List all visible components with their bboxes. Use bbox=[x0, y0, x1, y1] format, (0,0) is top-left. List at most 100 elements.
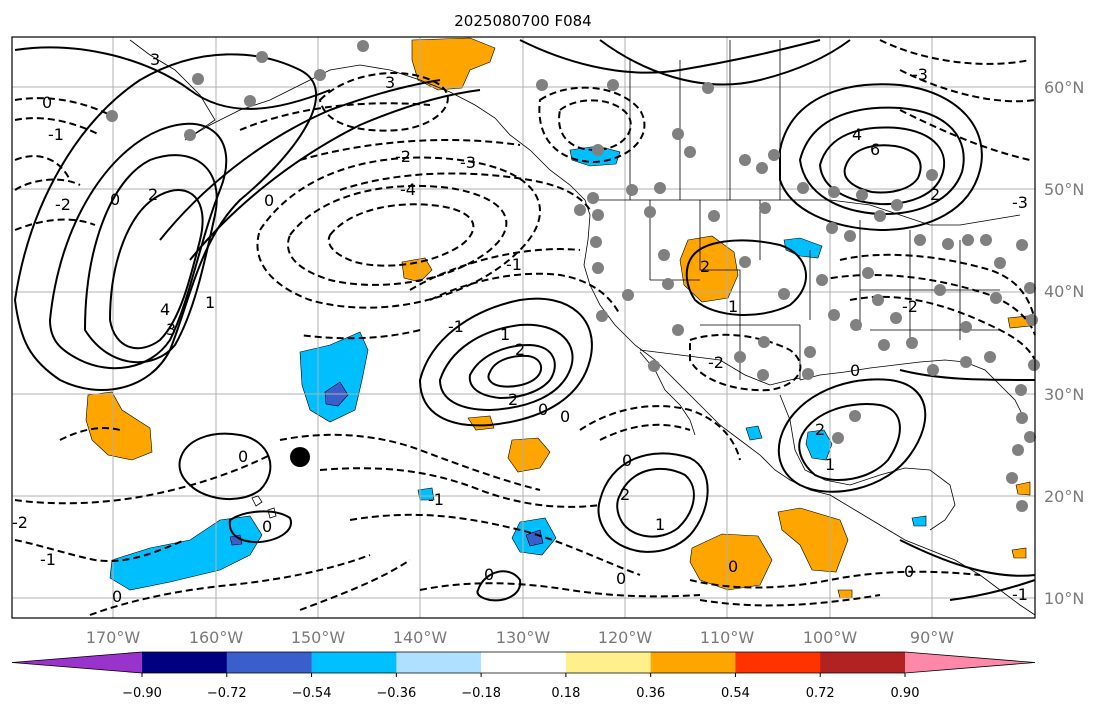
contour-labels: 3 3 3 4 6 4 2 2 2 2 2 2 2 1 1 1 1 1 0 0 … bbox=[12, 50, 1028, 606]
contour-label: 2 bbox=[148, 185, 158, 204]
colorbar-tick-label: −0.90 bbox=[122, 686, 162, 701]
contour-label: 0 bbox=[484, 565, 494, 584]
contour-label: 0 bbox=[262, 517, 272, 536]
contour-label: 1 bbox=[825, 455, 835, 474]
contour-label: 0 bbox=[42, 93, 52, 112]
lon-label: 170°W bbox=[86, 628, 141, 647]
lat-label: 10°N bbox=[1044, 589, 1084, 608]
colorbar-tick-label: −0.72 bbox=[207, 686, 247, 701]
contour-high-gulf-inner bbox=[798, 403, 901, 481]
contour-high-westpac-outer bbox=[13, 53, 318, 391]
contour-low-baja-1 bbox=[579, 405, 741, 461]
contour-label: 0 bbox=[110, 190, 120, 209]
colorbar: −0.90 −0.72 −0.54 −0.36 −0.18 0.18 0.36 0.54 0.7… bbox=[11, 651, 1036, 701]
colorbar-tick-label: 0.36 bbox=[636, 686, 665, 701]
location-marker bbox=[290, 447, 310, 467]
contour-label: 6 bbox=[870, 140, 880, 159]
contour-label: 2 bbox=[930, 185, 940, 204]
orange-region-small-6 bbox=[1015, 481, 1031, 496]
lat-label: 40°N bbox=[1044, 282, 1084, 301]
contour-low-east-2 bbox=[819, 274, 1036, 336]
contour-high-eastpac-mid bbox=[438, 323, 574, 412]
lon-label: 120°W bbox=[598, 628, 653, 647]
contour-high-east-inner2 bbox=[487, 354, 543, 388]
contour-low-hudson bbox=[899, 109, 1031, 161]
blue-region-small-1 bbox=[417, 487, 435, 501]
colorbar-segment bbox=[481, 652, 567, 673]
contour-label: 0 bbox=[238, 447, 248, 466]
contour-label: -1 bbox=[448, 317, 464, 336]
lon-label: 110°W bbox=[700, 628, 755, 647]
station-markers bbox=[106, 40, 1040, 512]
us-mexico-border bbox=[639, 349, 801, 386]
contour-low-east-3 bbox=[849, 295, 1036, 361]
central-america bbox=[829, 494, 1036, 616]
colorbar-segment bbox=[226, 652, 313, 673]
lon-label: 90°W bbox=[910, 628, 954, 647]
colorbar-segment bbox=[820, 652, 906, 673]
contour-high-canada-mid bbox=[798, 106, 965, 216]
blue-region-small-4 bbox=[745, 425, 763, 441]
contour-pos-se2 bbox=[899, 539, 1036, 577]
contour-high-west-inner2 bbox=[83, 154, 218, 364]
orange-region-mexico-pac bbox=[689, 533, 773, 591]
contour-high-gulf-outer bbox=[777, 378, 927, 493]
longitude-labels: 170°W 160°W 150°W 140°W 130°W 120°W 110°… bbox=[86, 628, 954, 647]
contour-high-canada-core bbox=[843, 144, 922, 194]
contour-label: -1 bbox=[1012, 585, 1028, 604]
contour-pos-se3 bbox=[949, 579, 1036, 601]
contour-label: 3 bbox=[385, 73, 395, 92]
west-coast bbox=[583, 199, 831, 496]
contour-label: 2 bbox=[508, 390, 518, 409]
colorbar-segment bbox=[735, 652, 821, 673]
colorbar-segment bbox=[311, 652, 397, 673]
map-panel: 3 3 3 4 6 4 2 2 2 2 2 2 2 1 1 1 1 1 0 0 … bbox=[11, 36, 1040, 619]
colorbar-extend-high bbox=[905, 652, 1035, 673]
lat-label: 60°N bbox=[1044, 78, 1084, 97]
contour-high-eastpac-inner bbox=[468, 343, 556, 400]
contour-label: 0 bbox=[622, 451, 632, 470]
contour-label: 2 bbox=[515, 340, 525, 359]
orange-region-small-3 bbox=[507, 437, 551, 473]
contour-label: -2 bbox=[395, 147, 411, 166]
blue-region-small-5 bbox=[911, 515, 927, 527]
contour-label: 3 bbox=[166, 320, 176, 339]
purple-core-small-2 bbox=[525, 529, 544, 547]
contour-low-west-3 bbox=[14, 117, 101, 136]
colorbar-tick-label: 0.18 bbox=[551, 686, 580, 701]
contour-zero-hawaii bbox=[178, 432, 272, 501]
orange-region-small-7 bbox=[1011, 547, 1027, 559]
contour-label: 0 bbox=[112, 587, 122, 606]
contour-low-south-4 bbox=[419, 582, 701, 598]
contour-zero-small-1 bbox=[228, 510, 292, 544]
colorbar-extend-low bbox=[12, 652, 142, 673]
contour-low-mex-1 bbox=[689, 570, 981, 589]
contour-label: 0 bbox=[264, 191, 274, 210]
contour-high-westpac-inner bbox=[108, 189, 204, 350]
orange-region-alaska bbox=[411, 37, 496, 91]
contour-label: 1 bbox=[655, 515, 665, 534]
contour-high-eastpac-outer bbox=[418, 297, 593, 427]
contour-low-west-4 bbox=[14, 97, 111, 116]
contour-label: -1 bbox=[506, 255, 522, 274]
lon-label: 140°W bbox=[393, 628, 448, 647]
contour-pos-north2 bbox=[189, 89, 481, 261]
contour-label: -3 bbox=[460, 153, 476, 172]
gulf-coast bbox=[799, 359, 1026, 421]
us-canada-border bbox=[590, 199, 1021, 226]
contour-label: -3 bbox=[912, 65, 928, 84]
contour-low-south-3 bbox=[349, 513, 641, 576]
contour-high-westpac-mid bbox=[48, 122, 228, 370]
map-border bbox=[11, 36, 1036, 619]
orange-region-westpac bbox=[85, 391, 153, 461]
contour-label: 0 bbox=[560, 407, 570, 426]
contour-high-colorado bbox=[685, 239, 807, 317]
contour-label: 2 bbox=[620, 485, 630, 504]
contour-high-mexico-inner bbox=[616, 467, 695, 538]
contour-low-ne bbox=[879, 39, 1031, 65]
mexico-gulf bbox=[779, 394, 956, 531]
contour-low-central-outer bbox=[256, 156, 541, 309]
contour-low-sw-1 bbox=[14, 539, 186, 562]
contour-high-mexico-outer bbox=[597, 452, 709, 553]
contour-pos-canada-2 bbox=[599, 39, 851, 86]
